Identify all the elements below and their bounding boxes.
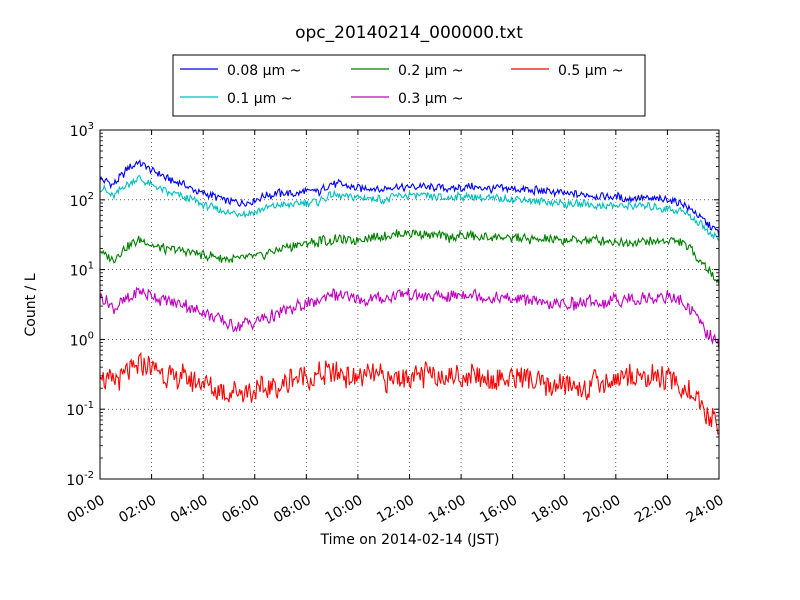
x-tick-label: 12:00: [374, 492, 417, 526]
x-tick-label: 06:00: [219, 492, 262, 526]
series-line-2: [99, 229, 720, 286]
legend-label-1: 0.1 μm ~: [227, 91, 292, 107]
x-tick-label: 10:00: [323, 492, 366, 526]
y-tick-label: 102: [70, 191, 94, 210]
x-tick-label: 24:00: [684, 492, 727, 526]
series-line-0: [99, 159, 720, 238]
x-tick-labels: 00:00 02:00 04:00 06:00 08:00 10:00 12:00 14:00…: [65, 492, 727, 526]
legend-label-4: 0.5 μm ~: [558, 63, 623, 79]
x-tick-label: 18:00: [529, 492, 572, 526]
y-axis-label: Count / L: [23, 273, 39, 336]
ticks: [99, 129, 720, 480]
series-layer: [99, 159, 720, 435]
x-axis-label: Time on 2014-02-14 (JST): [320, 532, 500, 548]
legend: 0.08 μm ~ 0.1 μm ~ 0.2 μm ~ 0.3 μm ~ 0.5 μm …: [172, 54, 646, 117]
x-tick-label: 04:00: [168, 492, 211, 526]
x-tick-label: 08:00: [271, 492, 314, 526]
series-line-3: [99, 286, 720, 350]
x-tick-label: 00:00: [65, 492, 108, 526]
y-tick-label: 10-2: [66, 470, 94, 489]
legend-label-0: 0.08 μm ~: [227, 63, 301, 79]
legend-label-3: 0.3 μm ~: [398, 91, 463, 107]
series-line-1: [99, 175, 720, 242]
y-tick-label: 10-1: [66, 400, 94, 419]
x-tick-label: 22:00: [632, 492, 675, 526]
y-tick-labels: 10-2 10-1 100 101 102 103: [66, 121, 94, 489]
x-tick-label: 16:00: [477, 492, 520, 526]
x-tick-label: 02:00: [116, 492, 159, 526]
legend-frame: [172, 54, 646, 117]
y-tick-label: 101: [70, 261, 94, 280]
x-tick-label: 20:00: [580, 492, 623, 526]
chart-title: opc_20140214_000000.txt: [295, 23, 523, 43]
y-tick-label: 100: [70, 330, 94, 349]
legend-label-2: 0.2 μm ~: [398, 63, 463, 79]
grid: [100, 130, 719, 479]
x-tick-label: 14:00: [426, 492, 469, 526]
y-tick-label: 103: [70, 121, 94, 140]
series-line-4: [99, 351, 720, 435]
